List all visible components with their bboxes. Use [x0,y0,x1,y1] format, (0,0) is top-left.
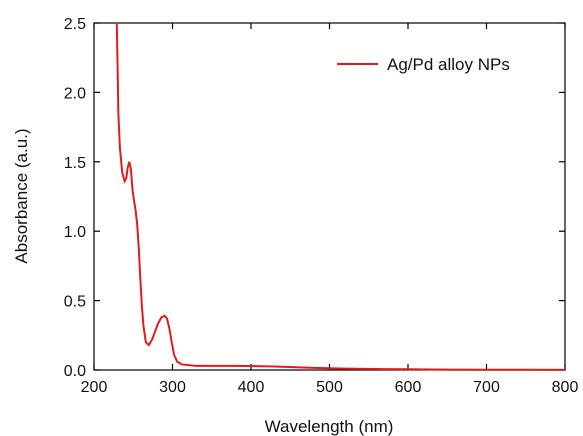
y-tick-label: 0.0 [64,363,86,380]
x-tick-label: 800 [552,379,579,396]
legend-label: Ag/Pd alloy NPs [387,55,510,74]
legend: Ag/Pd alloy NPs [337,55,510,74]
y-axis-title: Absorbance (a.u.) [12,128,31,263]
x-tick-label: 300 [159,379,186,396]
y-tick-label: 2.5 [64,16,86,33]
y-axis-ticks: 0.0 0.5 1.0 1.5 2.0 2.5 [64,16,565,380]
x-axis-title: Wavelength (nm) [265,417,394,436]
x-tick-label: 200 [81,379,108,396]
x-tick-label: 500 [316,379,343,396]
x-tick-label: 600 [395,379,422,396]
x-tick-label: 400 [238,379,265,396]
y-tick-label: 1.0 [64,224,86,241]
y-tick-label: 0.5 [64,294,86,311]
series-line-ag-pd-alloy-nps [115,22,566,371]
y-tick-label: 2.0 [64,85,86,102]
x-tick-label: 700 [473,379,500,396]
x-axis-ticks: 200 300 400 500 600 700 800 [81,23,579,396]
y-tick-label: 1.5 [64,155,86,172]
plot-area [93,22,566,371]
